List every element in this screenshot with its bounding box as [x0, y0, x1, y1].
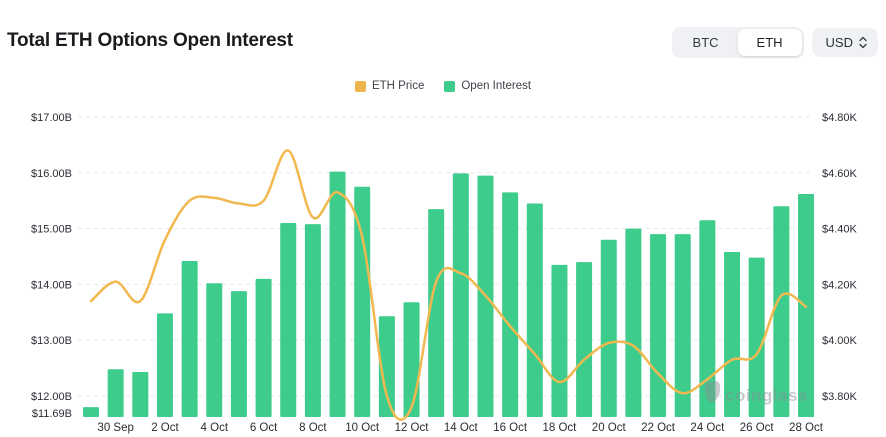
- legend-label: Open Interest: [461, 80, 532, 92]
- y-axis-left-label: $15.00B: [31, 224, 72, 236]
- x-axis-label: 28 Oct: [789, 422, 824, 434]
- open-interest-bar[interactable]: [724, 252, 741, 417]
- open-interest-bar[interactable]: [551, 264, 568, 417]
- y-axis-left-label: $14.00B: [31, 279, 72, 291]
- y-axis-right-label: $4.80K: [822, 112, 858, 124]
- x-axis-label: 4 Oct: [201, 422, 229, 434]
- y-axis-left-label: $16.00B: [31, 168, 72, 180]
- y-axis-right-label: $4.20K: [822, 279, 858, 291]
- updown-chevron-icon: [858, 36, 868, 49]
- currency-select-value: USD: [825, 35, 853, 50]
- open-interest-bar[interactable]: [403, 302, 420, 417]
- open-interest-bar[interactable]: [674, 234, 691, 417]
- open-interest-bar[interactable]: [773, 206, 790, 417]
- y-axis-right-label: $4.00K: [822, 335, 858, 347]
- x-axis-label: 6 Oct: [250, 422, 278, 434]
- coinglass-logo-icon: [704, 380, 721, 403]
- watermark-text: coinglass: [725, 386, 808, 405]
- y-axis-right-label: $4.60K: [822, 168, 858, 180]
- open-interest-bar[interactable]: [650, 234, 667, 417]
- open-interest-bar[interactable]: [748, 257, 765, 417]
- open-interest-bar[interactable]: [526, 203, 543, 417]
- x-axis-label: 14 Oct: [444, 422, 479, 434]
- currency-select[interactable]: USD: [811, 28, 878, 57]
- open-interest-bar[interactable]: [83, 407, 99, 417]
- x-axis-label: 26 Oct: [740, 422, 775, 434]
- open-interest-bar[interactable]: [378, 316, 395, 417]
- x-axis-label: 2 Oct: [151, 422, 179, 434]
- open-interest-bar[interactable]: [107, 369, 124, 417]
- open-interest-bar[interactable]: [502, 192, 519, 417]
- legend-item-open-interest[interactable]: Open Interest: [444, 80, 531, 92]
- eth-toggle-button[interactable]: ETH: [737, 29, 802, 56]
- open-interest-bar[interactable]: [230, 291, 247, 417]
- x-axis-label: 30 Sep: [97, 422, 133, 434]
- x-axis-label: 16 Oct: [493, 422, 528, 434]
- legend-item-eth-price[interactable]: ETH Price: [354, 80, 425, 92]
- open-interest-bar[interactable]: [625, 228, 642, 417]
- open-interest-bar[interactable]: [452, 173, 469, 417]
- open-interest-bar[interactable]: [576, 262, 593, 417]
- x-axis-label: 24 Oct: [690, 422, 725, 434]
- open-interest-swatch-icon: [444, 80, 456, 92]
- open-interest-bar[interactable]: [329, 171, 346, 417]
- y-axis-right-label: $3.80K: [822, 391, 858, 403]
- open-interest-bar[interactable]: [354, 186, 371, 417]
- btc-toggle-button[interactable]: BTC: [674, 29, 738, 56]
- x-axis-label: 12 Oct: [395, 422, 430, 434]
- y-axis-left-label: $17.00B: [31, 112, 72, 124]
- eth-price-swatch-icon: [354, 80, 366, 92]
- x-axis-label: 8 Oct: [299, 422, 327, 434]
- chart-legend: ETH Price Open Interest: [0, 80, 886, 92]
- x-axis-label: 20 Oct: [592, 422, 627, 434]
- legend-label: ETH Price: [371, 80, 425, 92]
- open-interest-bar[interactable]: [255, 278, 272, 417]
- x-axis-label: 18 Oct: [542, 422, 577, 434]
- open-interest-bar[interactable]: [304, 224, 321, 417]
- open-interest-bar[interactable]: [181, 260, 198, 417]
- asset-toggle: BTC ETH: [671, 27, 804, 58]
- y-axis-left-label: $12.00B: [31, 391, 72, 403]
- y-axis-left-label: $13.00B: [31, 335, 72, 347]
- open-interest-bar[interactable]: [699, 220, 716, 417]
- page-title: Total ETH Options Open Interest: [7, 30, 293, 51]
- open-interest-bar[interactable]: [156, 313, 173, 417]
- y-axis-left-min-label: $11.69B: [32, 408, 72, 420]
- open-interest-bar[interactable]: [428, 209, 445, 417]
- eth-price-line: [89, 149, 808, 421]
- x-axis-label: 22 Oct: [641, 422, 676, 434]
- open-interest-bar[interactable]: [280, 223, 297, 417]
- header-controls: BTC ETH USD: [671, 27, 878, 58]
- watermark: coinglass: [704, 380, 808, 405]
- open-interest-bar[interactable]: [132, 372, 149, 417]
- open-interest-bar[interactable]: [206, 283, 223, 417]
- open-interest-bar[interactable]: [600, 239, 617, 417]
- x-axis-label: 10 Oct: [345, 422, 380, 434]
- y-axis-right-label: $4.40K: [822, 224, 858, 236]
